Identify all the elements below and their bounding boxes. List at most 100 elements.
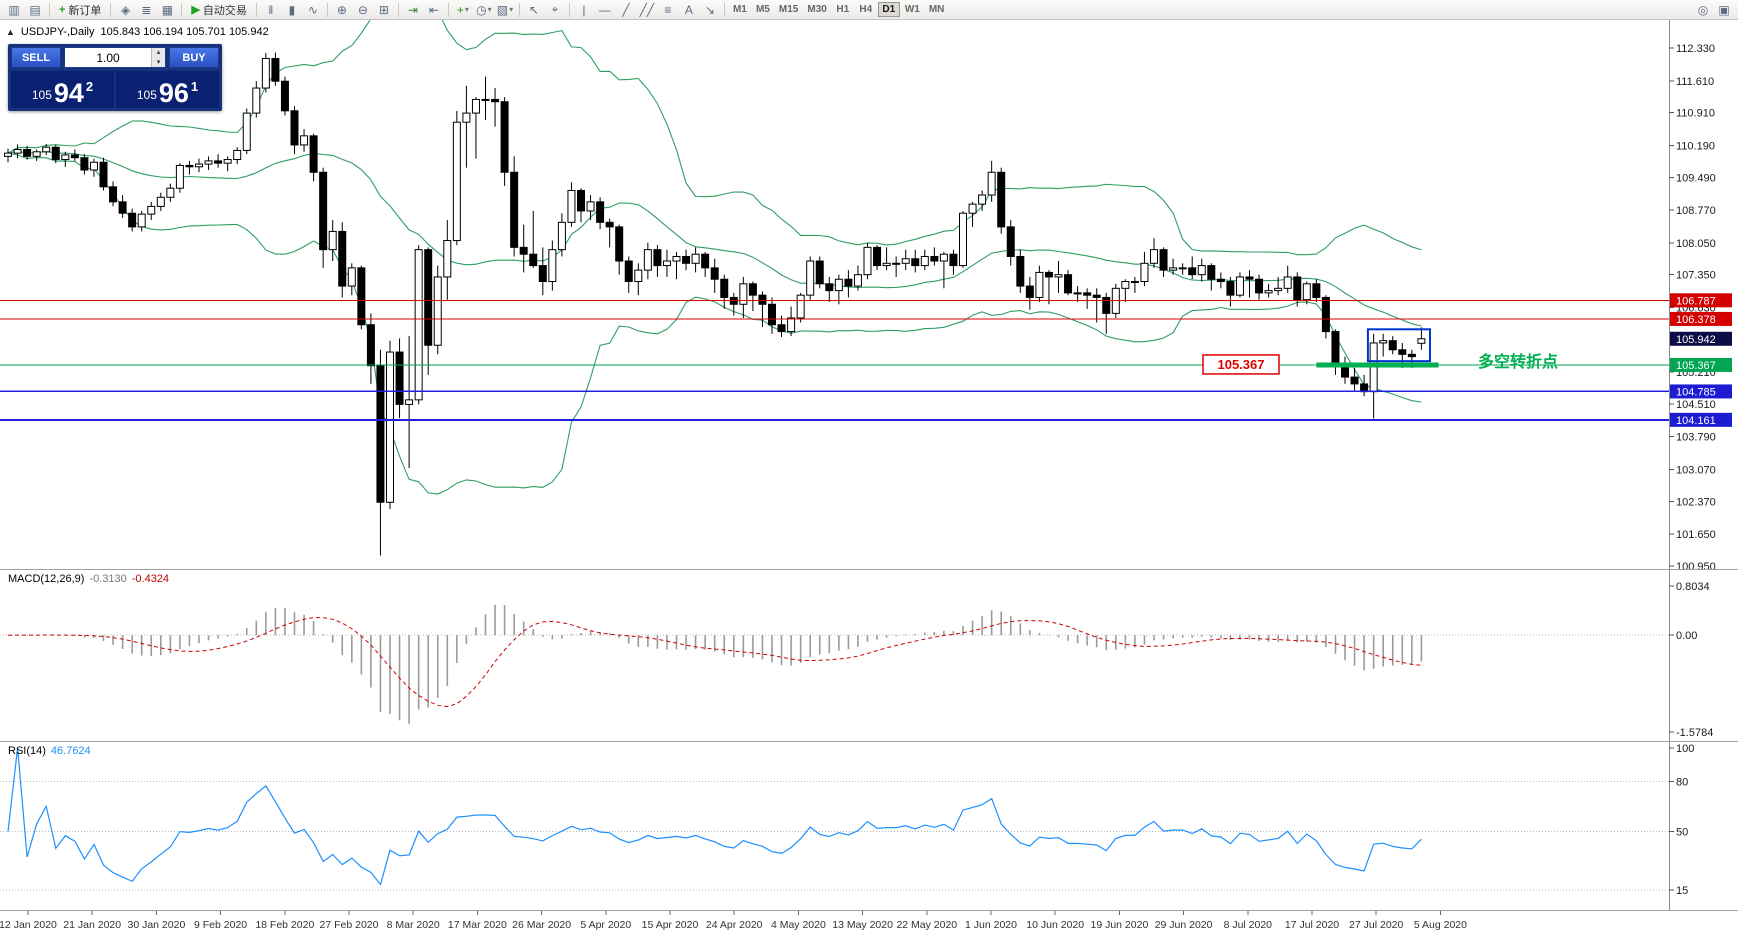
volume-input[interactable]: [65, 48, 151, 67]
date-label: 8 Jul 2020: [1224, 919, 1273, 931]
candlestick-chart-icon[interactable]: ▮: [282, 1, 302, 18]
text-icon[interactable]: A: [679, 1, 699, 18]
candle-body: [978, 194, 987, 205]
date-label: 10 Jun 2020: [1026, 919, 1084, 931]
date-label: 27 Jul 2020: [1349, 919, 1403, 931]
price-axis[interactable]: 112.330 111.610 110.910 110.190 109.490 108.7…: [1669, 20, 1732, 911]
price-tag-text: 105.367: [1676, 360, 1716, 372]
candle-body: [529, 253, 538, 267]
date-label: 30 Jan 2020: [127, 919, 185, 931]
one-click-toggle-icon[interactable]: ▲: [6, 27, 15, 37]
chart-shift-icon[interactable]: ⇤: [424, 1, 444, 18]
consolidation-box[interactable]: [1366, 328, 1431, 363]
periods-icon[interactable]: ◷ ▾: [474, 1, 494, 18]
arrows-icon[interactable]: ↘: [700, 1, 720, 18]
new-chart-icon[interactable]: ▥: [4, 1, 24, 18]
date-axis[interactable]: 12 Jan 2020 21 Jan 2020 30 Jan 2020 9 Feb 2…: [0, 911, 1467, 931]
chart-ohlc-values: 105.843 106.194 105.701 105.942: [100, 26, 269, 38]
chart-canvas[interactable]: 105.367 多空转折点 112.330 111.610 110.910 110.190…: [0, 20, 1738, 946]
navigator-icon[interactable]: ◈: [115, 1, 135, 18]
price-callout-box[interactable]: [1202, 354, 1280, 375]
auto-scroll-icon[interactable]: ⇥: [403, 1, 423, 18]
fibonacci-icon[interactable]: ≡: [658, 1, 678, 18]
zoom-search-icon[interactable]: ◎: [1697, 2, 1709, 17]
candle-body: [710, 267, 719, 280]
timeframe-m1-button[interactable]: M1: [732, 4, 747, 15]
candle-body: [137, 213, 146, 228]
timeframe-h1-button[interactable]: H1: [836, 4, 850, 15]
trendline-icon[interactable]: ╱: [616, 1, 636, 18]
rsi-pane[interactable]: [0, 747, 1669, 891]
candle-body: [1016, 255, 1025, 287]
toolbar-separator: [723, 2, 725, 17]
candle-body: [414, 249, 423, 401]
date-label: 26 Mar 2020: [512, 919, 571, 931]
chart-window: 105.367 多空转折点 112.330 111.610 110.910 110.190…: [0, 20, 1738, 946]
price-axis-label: 103.790: [1676, 432, 1716, 444]
timeframe-m5-button[interactable]: M5: [755, 4, 770, 15]
candle-body: [481, 98, 490, 101]
price-axis-label: 100.950: [1676, 561, 1716, 573]
candle-body: [271, 57, 280, 82]
sell-button[interactable]: SELL: [11, 47, 61, 68]
buy-price-pip: 1: [190, 79, 199, 94]
horizontal-line-icon[interactable]: —: [595, 1, 615, 18]
timeframe-mn-button[interactable]: MN: [928, 4, 945, 15]
candle-body: [1169, 267, 1178, 271]
price-pane[interactable]: 105.367 多空转折点: [0, 20, 1669, 556]
timeframe-d1-button[interactable]: D1: [877, 2, 900, 17]
tile-windows-icon[interactable]: ⊞: [374, 1, 394, 18]
macd-pane[interactable]: [0, 604, 1669, 724]
chart-title-bar: ▲ USDJPY-,Daily 105.843 106.194 105.701 …: [6, 26, 269, 38]
macd-signal-line: [7, 617, 1422, 708]
date-label: 17 Mar 2020: [448, 919, 507, 931]
candle-body: [1398, 349, 1407, 355]
timeframe-m30-button[interactable]: M30: [807, 4, 827, 15]
price-tag: [1670, 331, 1732, 346]
buy-button[interactable]: BUY: [169, 47, 219, 68]
date-label: 19 Jun 2020: [1090, 919, 1148, 931]
candle-body: [1073, 292, 1082, 295]
buy-price[interactable]: 105 96 1: [116, 71, 219, 108]
line-chart-icon[interactable]: ∿: [303, 1, 323, 18]
autotrading-button[interactable]: ▶ 自动交易: [186, 1, 251, 18]
sell-price[interactable]: 105 94 2: [11, 71, 114, 108]
data-window-icon[interactable]: ▦: [157, 1, 177, 18]
candle-body: [1197, 265, 1206, 276]
timeframe-h4-button[interactable]: H4: [859, 4, 873, 15]
candle-body: [471, 98, 480, 114]
crosshair-icon[interactable]: ⌖: [545, 1, 565, 18]
timeframe-m15-button[interactable]: M15: [778, 4, 799, 15]
profiles-icon[interactable]: ▤: [25, 1, 45, 18]
chart-symbol-period: USDJPY-,Daily: [20, 26, 95, 38]
candle-body: [577, 189, 585, 212]
price-callout-text: 105.367: [1218, 357, 1265, 372]
indicators-icon[interactable]: + ▾: [453, 1, 473, 18]
zoom-out-icon[interactable]: ⊖: [353, 1, 373, 18]
candle-body: [1188, 267, 1197, 276]
candle-body: [1417, 338, 1426, 344]
timeframe-w1-button[interactable]: W1: [904, 4, 920, 15]
candle-body: [1064, 274, 1073, 294]
candle-body: [319, 171, 328, 251]
macd-signal-value: -0.4324: [131, 573, 170, 585]
candle-body: [70, 154, 79, 159]
bar-chart-icon[interactable]: ‖: [261, 1, 281, 18]
new-order-button[interactable]: + 新订单: [54, 1, 106, 18]
vertical-line-icon[interactable]: |: [574, 1, 594, 18]
candle-body: [1111, 287, 1120, 314]
volume-down-icon[interactable]: ▾: [151, 57, 165, 67]
cursor-icon[interactable]: ↖: [524, 1, 544, 18]
zoom-in-icon[interactable]: ⊕: [332, 1, 352, 18]
market-watch-icon[interactable]: ≣: [136, 1, 156, 18]
candle-body: [930, 255, 939, 262]
date-label: 13 May 2020: [832, 919, 893, 931]
candle-body: [242, 112, 251, 151]
volume-up-icon[interactable]: ▴: [151, 48, 165, 58]
templates-icon[interactable]: ▧ ▾: [495, 1, 515, 18]
channel-icon[interactable]: ╱╱: [637, 1, 657, 18]
candle-body: [567, 189, 576, 223]
window-props-icon[interactable]: ▣: [1718, 2, 1730, 17]
candle-body: [500, 101, 509, 173]
price-axis-label: 103.070: [1676, 465, 1716, 477]
